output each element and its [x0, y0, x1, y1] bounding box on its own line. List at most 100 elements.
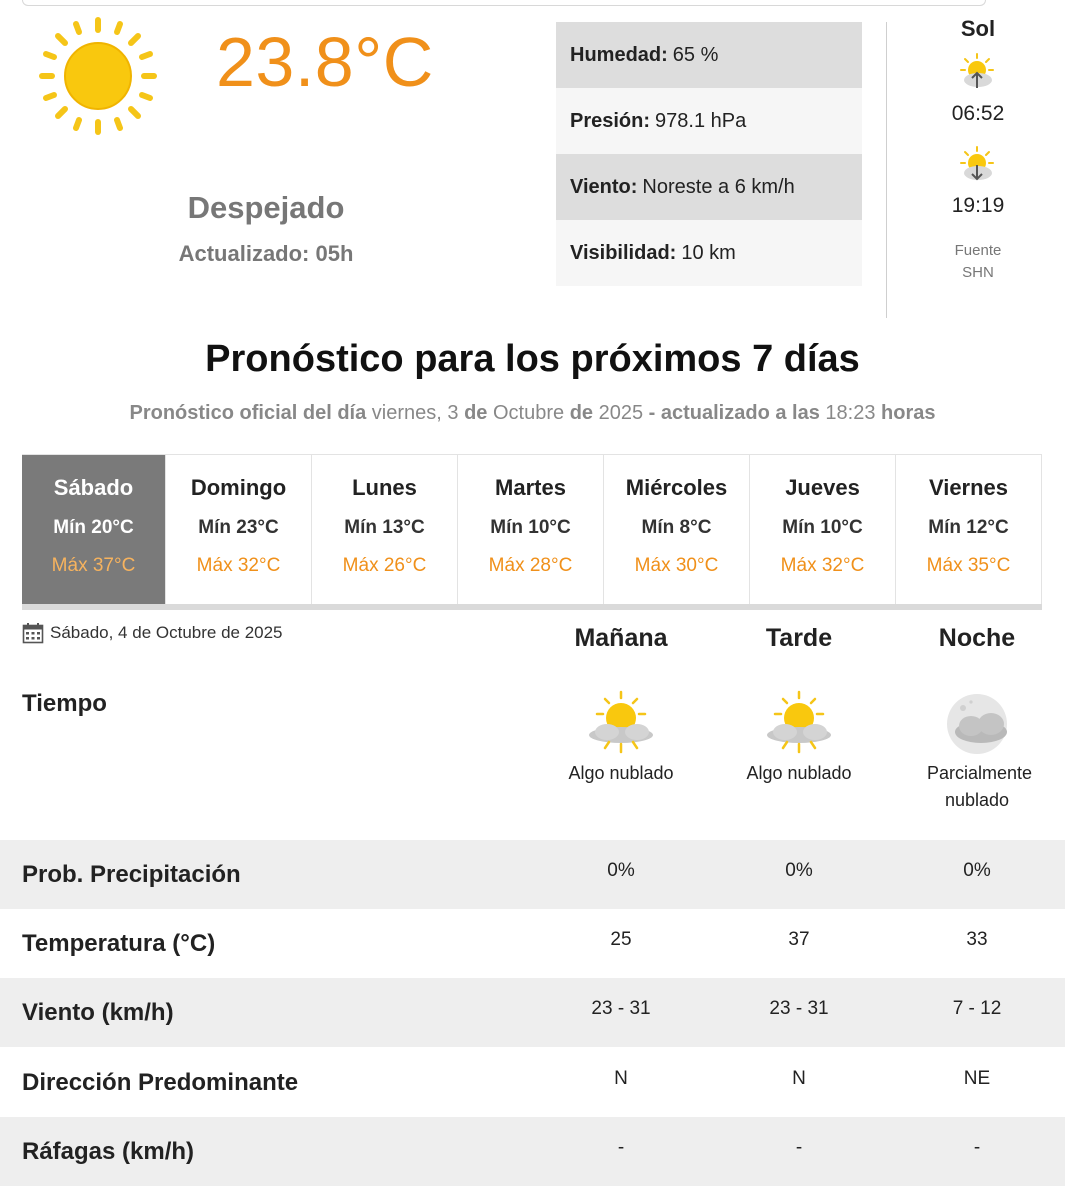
sunrise-icon: [960, 53, 994, 88]
row-direction: Dirección Predominante N N NE: [0, 1048, 1065, 1117]
day-name: Martes: [495, 475, 566, 500]
sunset-time: 19:19: [951, 194, 1005, 217]
day-tab-martes[interactable]: Martes Mín 10°C Máx 28°C: [458, 455, 604, 604]
day-max: Máx 28°C: [488, 555, 573, 576]
detail-date-text: Sábado, 4 de Octubre de 2025: [50, 623, 283, 642]
day-max: Máx 30°C: [634, 555, 719, 576]
stat-value: 10 km: [681, 241, 736, 264]
day-name: Miércoles: [625, 475, 728, 500]
column-manana: Mañana: [574, 624, 668, 652]
row-value: 23 - 31: [591, 998, 651, 1019]
calendar-icon: [22, 623, 44, 644]
row-value: -: [973, 1137, 981, 1158]
sunrise-time: 06:52: [951, 102, 1005, 125]
stat-humidity: Humedad: 65 %: [556, 22, 862, 88]
day-max: Máx 26°C: [342, 555, 427, 576]
stat-label: Presión:: [570, 109, 651, 132]
row-wind: Viento (km/h) 23 - 31 23 - 31 7 - 12: [0, 978, 1065, 1047]
day-max: Máx 32°C: [196, 555, 281, 576]
column-tarde: Tarde: [765, 624, 833, 652]
day-name: Jueves: [785, 475, 860, 500]
day-min: Mín 20°C: [53, 517, 134, 538]
source-value: SHN: [962, 264, 994, 281]
row-value: 0%: [963, 860, 991, 881]
subtitle-part: Pronóstico oficial del día: [129, 402, 367, 424]
day-min: Mín 10°C: [490, 517, 571, 538]
current-stats: Humedad: 65 % Presión: 978.1 hPa Viento:…: [556, 22, 862, 286]
day-tab-viernes[interactable]: Viernes Mín 12°C Máx 35°C: [896, 455, 1042, 604]
subtitle-time: 18:23: [825, 402, 876, 424]
row-value: NE: [963, 1068, 991, 1089]
subtitle-year: 2025: [598, 402, 644, 424]
row-gusts: Ráfagas (km/h) - - -: [0, 1117, 1065, 1186]
current-temperature: 23.8°C: [216, 23, 434, 101]
current-condition: Despejado: [187, 190, 345, 225]
row-label: Ráfagas (km/h): [22, 1137, 195, 1165]
row-value: N: [614, 1068, 628, 1089]
row-label: Temperatura (°C): [22, 929, 216, 957]
column-noche: Noche: [938, 624, 1016, 652]
row-temperature: Temperatura (°C) 25 37 33: [0, 909, 1065, 978]
day-name: Sábado: [53, 475, 134, 500]
row-value: 23 - 31: [769, 998, 829, 1019]
day-min: Mín 10°C: [782, 517, 863, 538]
row-value: -: [617, 1137, 625, 1158]
subtitle-part: de: [569, 402, 594, 424]
row-value: 0%: [607, 860, 635, 881]
day-max: Máx 35°C: [926, 555, 1011, 576]
stat-value: 978.1 hPa: [655, 109, 747, 132]
day-tab-lunes[interactable]: Lunes Mín 13°C Máx 26°C: [312, 455, 458, 604]
subtitle-part: de: [464, 402, 488, 424]
subtitle-date: viernes, 3: [371, 402, 459, 424]
day-name: Lunes: [352, 475, 417, 500]
sun-cloud-icon: [589, 690, 653, 754]
stat-label: Humedad:: [570, 43, 668, 66]
row-value: -: [795, 1137, 803, 1158]
subtitle-part: horas: [881, 402, 936, 424]
row-label: Prob. Precipitación: [22, 860, 241, 888]
stat-pressure: Presión: 978.1 hPa: [556, 88, 862, 154]
sun-title: Sol: [960, 16, 996, 41]
top-card-border: [22, 0, 986, 6]
day-min: Mín 12°C: [928, 517, 1009, 538]
subtitle-part: - actualizado a las: [648, 402, 820, 424]
stat-value: Noreste a 6 km/h: [642, 175, 795, 198]
day-min: Mín 8°C: [641, 517, 712, 538]
stat-wind: Viento: Noreste a 6 km/h: [556, 154, 862, 220]
weather-desc: Algo nublado: [568, 763, 674, 783]
row-value: 7 - 12: [952, 998, 1002, 1019]
weather-desc: Algo nublado: [746, 763, 852, 783]
day-tab-sabado[interactable]: Sábado Mín 20°C Máx 37°C: [22, 455, 166, 604]
tiempo-label: Tiempo: [22, 690, 107, 717]
source-label: Fuente: [954, 242, 1002, 259]
stat-visibility: Visibilidad: 10 km: [556, 220, 862, 286]
detail-date: Sábado, 4 de Octubre de 2025: [22, 622, 283, 644]
row-label: Viento (km/h): [22, 998, 174, 1026]
day-tab-domingo[interactable]: Domingo Mín 23°C Máx 32°C: [166, 455, 312, 604]
sunset-icon: [960, 146, 994, 181]
day-tabs: Sábado Mín 20°C Máx 37°C Domingo Mín 23°…: [22, 454, 1042, 610]
row-precipitation: Prob. Precipitación 0% 0% 0%: [0, 840, 1065, 909]
stat-value: 65 %: [672, 43, 719, 66]
stat-label: Visibilidad:: [570, 241, 677, 264]
row-label: Dirección Predominante: [22, 1068, 299, 1096]
day-min: Mín 13°C: [344, 517, 425, 538]
forecast-subtitle: Pronóstico oficial del día viernes, 3 de…: [0, 402, 1065, 425]
vertical-divider: [886, 22, 887, 318]
sun-icon: [39, 17, 157, 135]
day-max: Máx 32°C: [780, 555, 865, 576]
day-tab-jueves[interactable]: Jueves Mín 10°C Máx 32°C: [750, 455, 896, 604]
row-value: 25: [610, 929, 632, 950]
weather-desc: Parcialmente nublado: [927, 763, 1033, 810]
day-max: Máx 37°C: [51, 555, 136, 576]
day-min: Mín 23°C: [198, 517, 279, 538]
day-name: Domingo: [190, 475, 287, 500]
row-value: 33: [966, 929, 988, 950]
moon-cloud-icon: [947, 694, 1007, 754]
row-value: 37: [788, 929, 810, 950]
sun-cloud-icon: [767, 690, 831, 754]
stat-label: Viento:: [570, 175, 638, 198]
day-tab-miercoles[interactable]: Miércoles Mín 8°C Máx 30°C: [604, 455, 750, 604]
current-updated: Actualizado: 05h: [178, 241, 354, 266]
subtitle-month: Octubre: [492, 402, 565, 424]
